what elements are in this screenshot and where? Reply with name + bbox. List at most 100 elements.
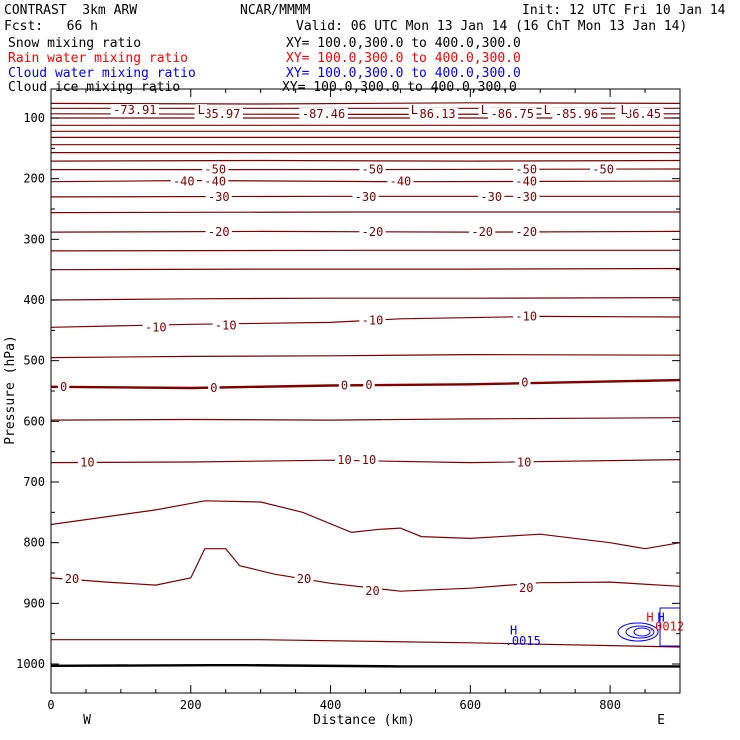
contour-label: -10: [515, 309, 537, 323]
legend-snow-xy: XY= 100.0,300.0 to 400.0,300.0: [286, 36, 521, 51]
init-time: Init: 12 UTC Fri 10 Jan 14: [522, 3, 726, 18]
contour-label-bg: [208, 381, 220, 394]
contour-label-bg: [513, 175, 540, 188]
contour-label: 0: [60, 380, 67, 394]
contour-label: 10: [80, 456, 94, 470]
contour-label-bg: [408, 104, 421, 117]
contour-label-bg: [57, 380, 70, 393]
contour-label: -87.46: [302, 107, 345, 121]
contour-line-16: [50, 267, 681, 271]
y-axis-label: Pressure (hPa): [3, 335, 18, 445]
contour-label-bg: [541, 104, 553, 117]
contour-label-bg: [363, 378, 375, 391]
contour-label-bg: [514, 456, 534, 469]
legend-cloudwater-label: Cloud water mixing ratio: [8, 66, 196, 81]
x-tick-label: 200: [180, 698, 202, 712]
contour-label: 0: [521, 376, 528, 390]
y-tick-label: 1000: [16, 657, 45, 671]
contour-label: 10: [362, 453, 376, 467]
contour-line-12: [50, 195, 680, 198]
contour-label: -40: [173, 175, 195, 189]
contour-label-bg: [513, 226, 540, 239]
contour-label: -73.91: [113, 103, 156, 117]
mixing-ratio-label: H: [510, 624, 517, 638]
contour-label: -85.96: [555, 107, 598, 121]
x-axis-west-label: W: [83, 713, 91, 728]
cloud-water-contour: [633, 627, 651, 637]
contour-label: -50: [362, 163, 384, 177]
contour-label-bg: [359, 314, 386, 327]
cloud-water-contour: [625, 625, 655, 639]
contour-line-20: [50, 378, 681, 390]
contour-line-21: [50, 417, 681, 421]
x-tick-label: 600: [459, 698, 481, 712]
y-tick-label: 200: [23, 172, 45, 186]
contour-label: -50: [592, 163, 614, 177]
contour-line-11: [50, 179, 681, 183]
contour-label-bg: [488, 107, 537, 120]
contour-label: -10: [362, 314, 384, 328]
y-tick-label: 300: [23, 232, 45, 246]
legend-rain-xy: XY= 100.0,300.0 to 400.0,300.0: [286, 51, 521, 66]
contour-label-bg: [409, 107, 459, 120]
contour-label-bg: [478, 190, 505, 203]
contour-label-bg: [513, 310, 540, 323]
contour-label: 20: [519, 581, 533, 595]
mixing-ratio-label: .0012: [648, 619, 684, 633]
y-tick-label: 500: [23, 354, 45, 368]
x-tick-label: 0: [47, 698, 54, 712]
model-title: CONTRAST 3km ARW: [4, 3, 138, 18]
valid-time: Valid: 06 UTC Mon 13 Jan 14 (16 ChT Mon …: [296, 19, 688, 34]
y-tick-label: 900: [23, 596, 45, 610]
y-tick-label: 100: [23, 111, 45, 125]
mixing-ratio-label: H: [646, 610, 653, 624]
contour-line-25: [51, 639, 681, 648]
contour-label: 20: [365, 584, 379, 598]
contour-label-bg: [359, 454, 379, 467]
contour-labels: -73.91 -85.97 -87.46 -86.13 -86.75 -85.96 -86.…: [57, 103, 664, 598]
contour-label: L: [544, 103, 551, 117]
mixing-ratio-label: H: [658, 610, 665, 624]
legend-cloudice-label: Cloud ice mixing ratio: [8, 80, 181, 95]
y-tick-label: 700: [23, 475, 45, 489]
center-title: NCAR/MMMM: [240, 3, 311, 18]
contour-label-bg: [338, 379, 351, 392]
contour-label-bg: [294, 573, 314, 586]
contour-label-bg: [513, 190, 540, 203]
contour-label-bg: [590, 163, 617, 176]
contour-label: -20: [362, 225, 384, 239]
contour-label-bg: [205, 226, 232, 239]
forecast-hour: Fcst: 66 h: [4, 19, 98, 34]
contour-label: -20: [471, 225, 493, 239]
contour-line-9: [50, 159, 681, 162]
contour-line-15: [50, 249, 680, 252]
contour-line-17: [50, 297, 681, 301]
contour-label: -50: [515, 163, 537, 177]
contour-label-bg: [618, 104, 630, 117]
contour-label-bg: [77, 456, 97, 469]
contour-label: L: [198, 103, 205, 117]
contour-label: -40: [390, 175, 412, 189]
contour-line-22: [50, 459, 681, 464]
x-tick-label: 800: [599, 698, 621, 712]
contour-label: 20: [65, 572, 79, 586]
x-tick-label: 400: [320, 698, 342, 712]
contour-label-bg: [142, 321, 169, 334]
contour-label-bg: [335, 454, 354, 467]
legend-snow-label: Snow mixing ratio: [8, 36, 142, 51]
contour-label-bg: [516, 582, 536, 595]
legend-cloudice-xy: XY= 100.0,300.0 to 400.0,300.0: [282, 80, 517, 95]
contour-label-bg: [469, 226, 496, 239]
contour-line-0: [50, 102, 681, 105]
contour-label: -30: [355, 190, 377, 204]
contour-label: 10: [517, 456, 531, 470]
mixing-ratio-label: .0015: [505, 634, 541, 648]
contour-label-bg: [212, 319, 239, 332]
contour-label: -50: [204, 163, 226, 177]
contour-label: -30: [480, 190, 502, 204]
contour-label: -10: [145, 320, 167, 334]
contour-label-bg: [387, 175, 414, 188]
contour-label: L: [481, 103, 488, 117]
